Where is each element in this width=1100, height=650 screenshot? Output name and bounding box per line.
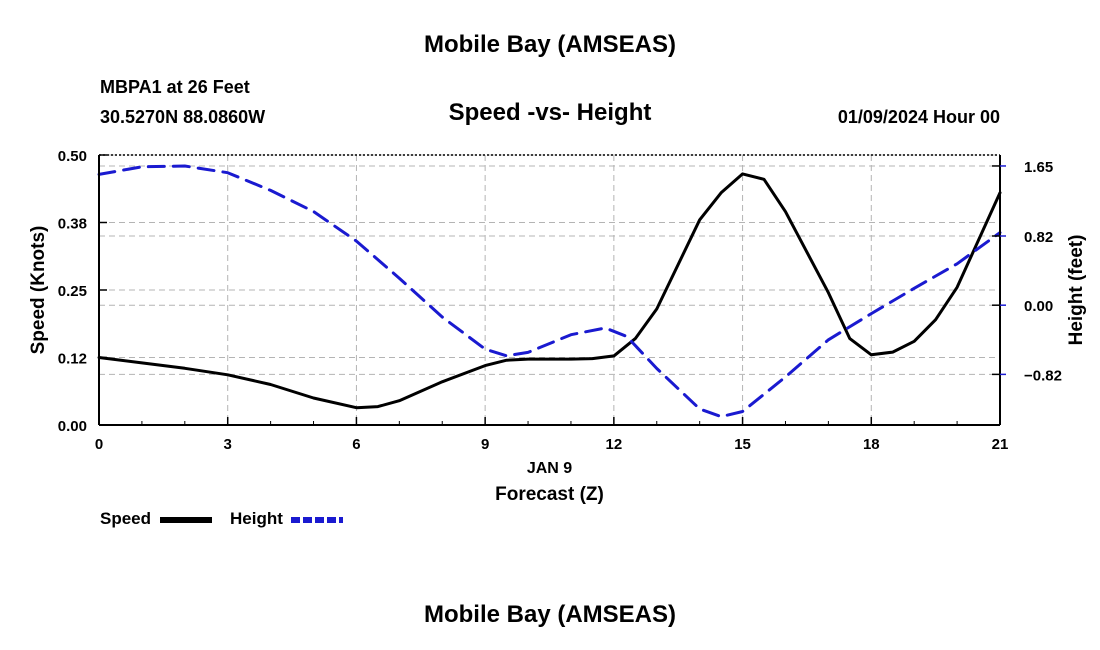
y2-tick-label: 1.65 [1024, 159, 1053, 176]
legend-speed-label: Speed [100, 509, 152, 528]
x-tick-label: 6 [352, 436, 360, 453]
page-title: Mobile Bay (AMSEAS) [423, 31, 677, 58]
x-tick-label: 18 [863, 436, 880, 453]
y2-tick-label: −0.82 [1024, 367, 1062, 384]
y2-axis-label: Height (feet) [1066, 235, 1087, 346]
y2-tick-label: 0.00 [1024, 298, 1053, 315]
station-label: MBPA1 at 26 Feet [100, 77, 250, 97]
y-tick-label: 0.38 [58, 216, 87, 233]
legend-height-label: Height [230, 509, 283, 528]
x-tick-label: 15 [734, 436, 751, 453]
page-title-bottom: Mobile Bay (AMSEAS) [423, 601, 677, 628]
x-tick-label: 0 [95, 436, 103, 453]
y-tick-label: 0.50 [58, 148, 87, 165]
y2-tick-label: 0.82 [1024, 229, 1053, 246]
x-axis-label: Forecast (Z) [495, 484, 604, 505]
coordinates-label: 30.5270N 88.0860W [100, 107, 266, 127]
x-tick-label: 12 [606, 436, 623, 453]
x-tick-label: 3 [224, 436, 232, 453]
speed-height-chart: 0 3 6 9 12 15 18 21 0.00 0.12 0.25 0.38 0.50 −0.82 0.0… [28, 148, 1087, 523]
y-tick-label: 0.00 [58, 418, 87, 435]
y-axis-label: Speed (Knots) [28, 226, 49, 355]
x-tick-label: 9 [481, 436, 489, 453]
chart-title: Speed -vs- Height [448, 99, 652, 126]
height-series-line [97, 164, 1002, 419]
speed-series-line [97, 172, 1002, 410]
datetime-label: 01/09/2024 Hour 00 [837, 107, 1000, 127]
y-tick-label: 0.12 [58, 351, 87, 368]
x-axis-sublabel: JAN 9 [527, 460, 572, 477]
y-tick-label: 0.25 [58, 283, 87, 300]
x-tick-label: 21 [992, 436, 1009, 453]
